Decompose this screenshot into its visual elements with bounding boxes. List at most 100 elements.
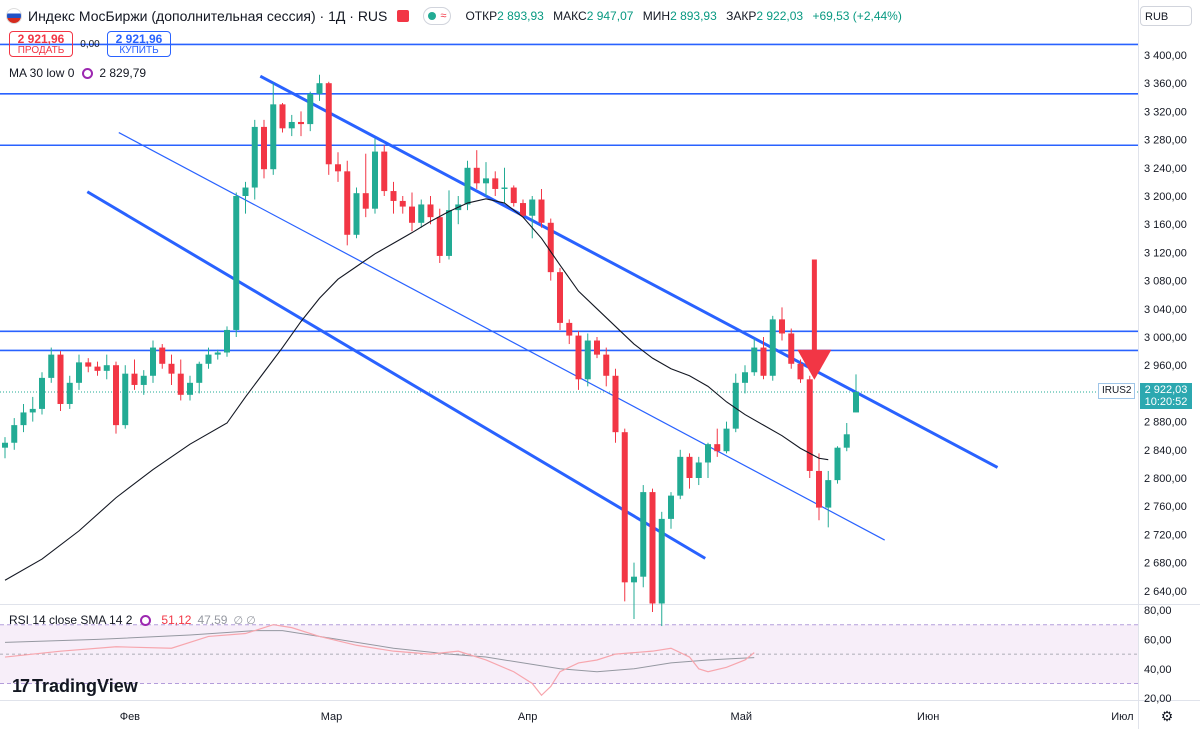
buy-label: КУПИТЬ [119,45,159,56]
candle-body [113,365,119,426]
rsi-line [4,624,755,697]
candle-body [686,456,693,478]
price-tick-label: 2 840,00 [1144,445,1187,457]
candle-body [547,222,554,273]
candle-body [57,354,64,404]
time-tick-label: Июл [1111,711,1133,723]
candle-body [529,199,536,216]
candle-body [603,354,610,376]
candle-body [640,492,647,577]
symbol-title[interactable]: Индекс МосБиржи (дополнительная сессия) … [28,8,388,24]
candle-body [732,382,739,429]
candle-body [150,347,156,376]
ma-legend[interactable]: MA 30 low 0 2 829,79 [9,66,146,80]
sell-label: ПРОДАТЬ [17,45,65,56]
time-tick-label: Май [731,711,753,723]
price-tick-label: 3 120,00 [1144,247,1187,259]
alert-icon[interactable] [397,10,410,22]
candle-body [825,480,832,508]
price-tick-label: 3 040,00 [1144,304,1187,316]
time-tick-label: Фев [120,711,140,723]
candle-body [834,447,841,481]
candle-body [566,322,573,336]
candle-body [187,382,193,395]
candle-body [279,104,286,129]
sell-button[interactable]: 2 921,96 ПРОДАТЬ [9,31,73,57]
candle-body [48,354,55,378]
tradingview-mark-icon: 17 [12,676,30,696]
chart-header: Индекс МосБиржи (дополнительная сессия) … [6,6,902,26]
candle-body [2,442,8,448]
candle-body [205,354,212,364]
market-status-icon [428,12,437,20]
price-tick-label: 3 240,00 [1144,163,1187,175]
low-value: 2 893,93 [670,9,717,23]
candle-body [122,373,129,426]
candle-body [214,352,221,355]
candle-body [594,340,600,355]
candle-body [510,187,517,204]
candle-body [418,204,425,223]
buy-price: 2 921,96 [115,32,163,46]
loading-icon [82,67,94,79]
last-price: 2 922,03 [1144,384,1188,396]
gear-icon[interactable]: ⚙ [1160,708,1174,724]
candle-body [658,518,665,604]
high-label: МАКС [553,9,587,23]
candle-body [390,191,397,201]
buy-button[interactable]: 2 921,96 КУПИТЬ [107,31,171,57]
candle-body [261,126,267,170]
rsi-extra: ∅ ∅ [233,614,256,627]
candle-body [843,434,850,448]
rsi-legend[interactable]: RSI 14 close SMA 14 2 51,12 47,59 ∅ ∅ [9,613,256,627]
candle-body [816,470,822,508]
price-tick-label: 3 160,00 [1144,219,1187,231]
candle-body [66,382,73,404]
candle-body [270,104,277,170]
candle-body [760,347,767,376]
ma-label: MA 30 low 0 [9,66,75,80]
candle-body [492,178,499,189]
session-icon: ≈ [440,10,447,22]
candle-body [520,203,526,216]
candle-body [427,204,434,218]
candle-body [298,121,304,125]
spread-value: 0,00 [80,38,100,50]
candle-body [325,83,332,165]
candle-body [806,379,813,471]
candle-body [159,347,166,364]
candle-body [335,164,341,172]
bar-countdown: 10:20:52 [1144,396,1188,408]
price-tick-label: 3 080,00 [1144,276,1187,288]
currency-selector[interactable]: RUB [1140,6,1192,26]
candle-body [612,375,619,433]
candle-body [242,187,249,196]
price-tick-label: 2 760,00 [1144,501,1187,513]
candle-body [557,272,563,323]
rsi-tick-label: 40,00 [1144,664,1172,676]
symbol-price-label: IRUS2 [1098,383,1136,399]
close-value: 2 922,03 [756,9,804,23]
candle-body [705,444,711,463]
logo-text: TradingView [32,676,138,696]
candle-body [251,126,258,188]
candle-body [751,347,758,373]
candle-body [769,319,776,376]
time-tick-label: Апр [518,711,537,723]
price-tick-label: 2 680,00 [1144,558,1187,570]
rsi-value: 51,12 [161,613,192,627]
candle-body [575,335,582,380]
price-tick-label: 2 640,00 [1144,586,1187,598]
candle-body [140,375,147,385]
open-label: ОТКР [465,9,498,23]
tradingview-logo[interactable]: 17 TradingView [12,676,138,697]
price-tick-label: 2 800,00 [1144,473,1187,485]
candle-body [723,428,730,452]
candle-body [20,412,27,426]
change-value: +69,53 (+2,44%) [812,9,902,23]
candle-body [436,217,443,256]
session-indicator[interactable]: ≈ [423,7,452,25]
candle-body [381,151,388,192]
candle-body [788,333,795,364]
